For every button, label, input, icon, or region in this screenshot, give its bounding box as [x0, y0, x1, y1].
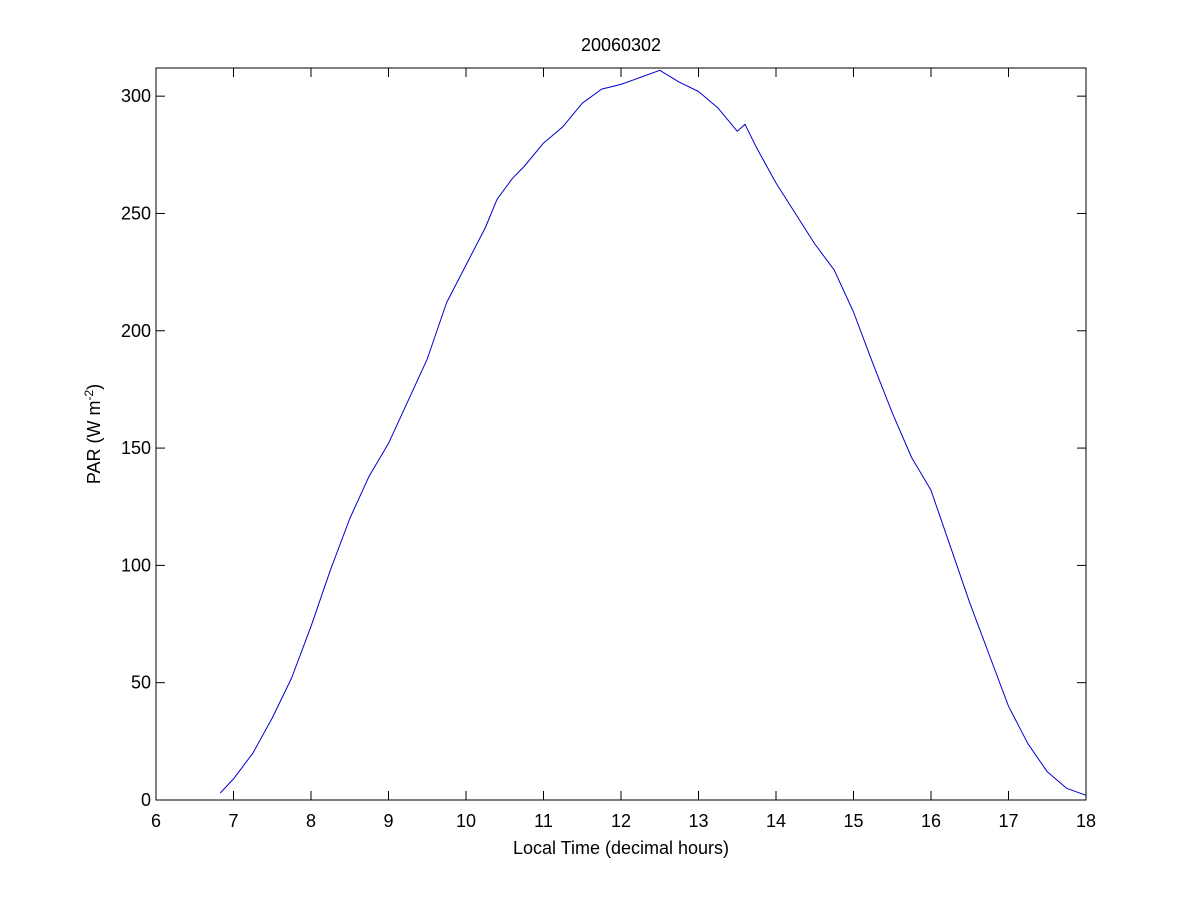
chart-title: 20060302 — [581, 35, 661, 55]
y-tick-label: 0 — [141, 790, 151, 810]
series-line-0 — [219, 69, 1087, 796]
x-tick-label: 9 — [383, 811, 393, 831]
y-axis-label-main: PAR (W m — [84, 401, 104, 485]
x-tick-label: 17 — [998, 811, 1018, 831]
x-tick-label: 11 — [534, 811, 553, 831]
x-tick-label: 15 — [843, 811, 863, 831]
x-tick-label: 16 — [921, 811, 941, 831]
tick-labels: 6 7 8 9 10 11 12 13 14 15 16 17 18 0 50 100 150 200 250 300 — [121, 86, 1096, 831]
y-tick-label: 300 — [121, 86, 151, 106]
axis-ticks — [155, 68, 1087, 801]
y-axis-label-close: ) — [84, 384, 104, 390]
series-layer — [219, 69, 1087, 796]
x-tick-label: 10 — [456, 811, 476, 831]
x-axis-label: Local Time (decimal hours) — [513, 838, 729, 858]
x-tick-label: 8 — [306, 811, 316, 831]
y-axis-label: PAR (W m-2) — [82, 384, 104, 484]
x-tick-label: 14 — [766, 811, 786, 831]
x-tick-label: 13 — [688, 811, 708, 831]
y-tick-label: 150 — [121, 438, 151, 458]
y-axis-label-superscript: -2 — [82, 390, 96, 401]
y-tick-label: 200 — [121, 321, 151, 341]
x-tick-label: 18 — [1076, 811, 1096, 831]
x-tick-label: 12 — [611, 811, 631, 831]
y-tick-label: 100 — [121, 555, 151, 575]
plot-area — [156, 68, 1086, 800]
x-tick-label: 6 — [151, 811, 161, 831]
y-tick-label: 250 — [121, 203, 151, 223]
plot-frame — [155, 67, 1087, 801]
y-tick-label: 50 — [131, 673, 151, 693]
x-tick-label: 7 — [228, 811, 238, 831]
